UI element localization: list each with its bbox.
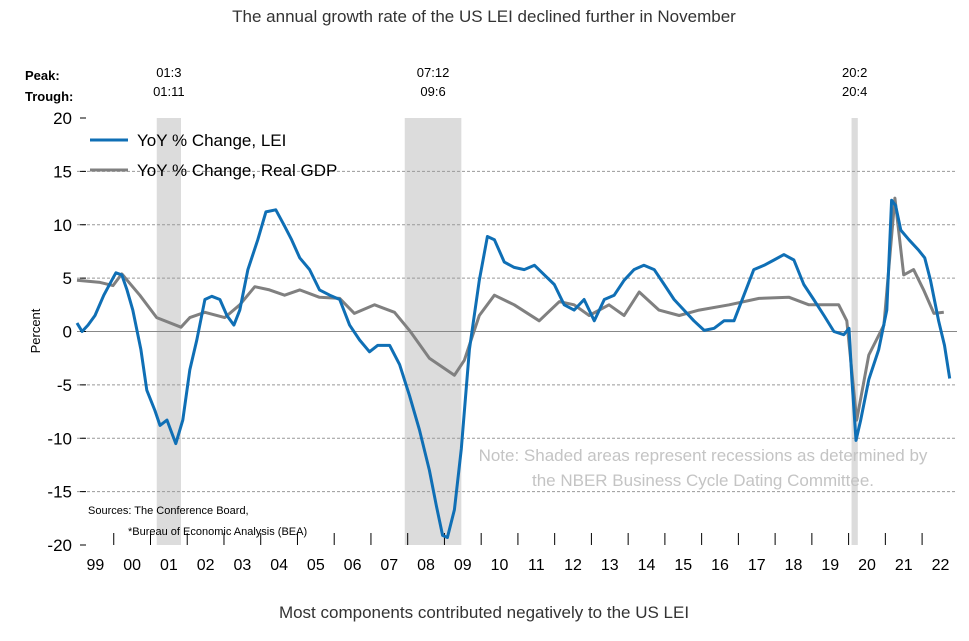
y-axis-label: Percent <box>28 308 43 353</box>
x-tick-label: 08 <box>417 557 435 574</box>
x-tick-label: 12 <box>564 557 582 574</box>
y-tick-label: 5 <box>63 269 72 288</box>
x-tick-label: 01 <box>160 557 178 574</box>
x-tick-label: 05 <box>307 557 325 574</box>
recession-trough-label: 20:4 <box>842 84 867 99</box>
chart-footer: Most components contributed negatively t… <box>279 603 689 622</box>
x-tick-label: 14 <box>638 557 656 574</box>
note-line-2: the NBER Business Cycle Dating Committee… <box>532 471 874 490</box>
recession-peak-label: 20:2 <box>842 65 867 80</box>
peak-label: Peak: <box>25 68 60 83</box>
x-tick-label: 07 <box>380 557 398 574</box>
sources-line-2: *Bureau of Economic Analysis (BEA) <box>128 526 307 538</box>
x-tick-label: 16 <box>711 557 729 574</box>
x-tick-label: 19 <box>821 557 839 574</box>
note-line-1: Note: Shaded areas represent recessions … <box>479 446 928 465</box>
chart-title: The annual growth rate of the US LEI dec… <box>232 7 736 26</box>
x-tick-label: 03 <box>233 557 251 574</box>
legend-label: YoY % Change, LEI <box>137 131 286 150</box>
y-tick-label: 15 <box>53 162 72 181</box>
y-tick-label: -5 <box>57 376 72 395</box>
y-tick-label: 0 <box>63 323 72 342</box>
x-tick-label: 22 <box>932 557 950 574</box>
y-tick-label: -10 <box>47 429 72 448</box>
trough-label: Trough: <box>25 89 73 104</box>
sources-line-1: Sources: The Conference Board, <box>88 505 249 517</box>
x-tick-label: 18 <box>785 557 803 574</box>
y-tick-label: 10 <box>53 216 72 235</box>
legend-label: YoY % Change, Real GDP <box>137 161 337 180</box>
x-tick-label: 17 <box>748 557 766 574</box>
y-tick-label: -15 <box>47 483 72 502</box>
x-tick-label: 10 <box>491 557 509 574</box>
x-tick-label: 00 <box>123 557 141 574</box>
x-tick-label: 04 <box>270 557 288 574</box>
x-tick-label: 21 <box>895 557 913 574</box>
x-tick-label: 13 <box>601 557 619 574</box>
y-tick-label: -20 <box>47 536 72 555</box>
x-tick-label: 11 <box>528 557 545 574</box>
recession-trough-label: 01:11 <box>153 84 185 99</box>
x-tick-label: 09 <box>454 557 472 574</box>
series-line-lei <box>75 198 952 539</box>
recession-peak-label: 01:3 <box>156 65 181 80</box>
series-line-gdp <box>76 196 944 422</box>
x-tick-label: 06 <box>344 557 362 574</box>
x-tick-label: 15 <box>674 557 692 574</box>
x-tick-label: 20 <box>858 557 876 574</box>
recession-peak-label: 07:12 <box>417 65 450 80</box>
x-tick-label: 02 <box>197 557 215 574</box>
recession-trough-label: 09:6 <box>420 84 445 99</box>
y-tick-label: 20 <box>53 109 72 128</box>
x-tick-label: 99 <box>86 557 104 574</box>
